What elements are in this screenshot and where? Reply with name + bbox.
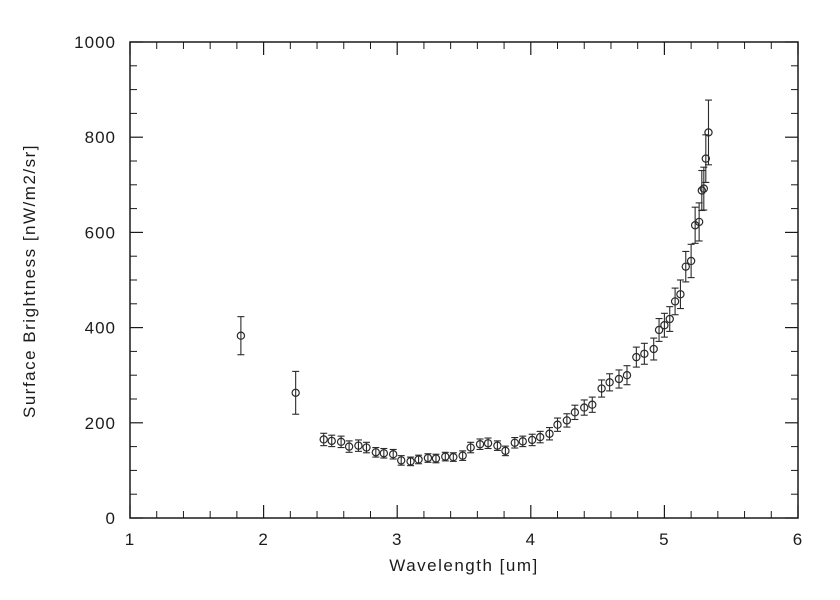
data-point xyxy=(660,321,669,330)
data-point xyxy=(654,325,664,335)
data-point xyxy=(701,154,711,163)
x-tick-label: 3 xyxy=(392,530,402,549)
data-point xyxy=(466,443,475,452)
y-tick-label: 0 xyxy=(106,509,116,528)
data-point xyxy=(423,453,433,463)
data-point xyxy=(704,128,713,137)
data-point xyxy=(562,416,572,425)
data-point xyxy=(388,450,398,459)
data-point xyxy=(336,437,346,447)
x-tick-label: 2 xyxy=(258,530,268,549)
y-tick-label: 1000 xyxy=(74,33,116,52)
data-point xyxy=(605,378,614,387)
y-tick-label: 600 xyxy=(85,223,116,242)
data-point xyxy=(686,256,696,266)
data-point xyxy=(614,374,624,384)
data-point xyxy=(697,186,707,195)
data-point xyxy=(291,388,300,398)
data-point xyxy=(441,452,450,461)
y-tick-label: 200 xyxy=(85,414,116,433)
data-point xyxy=(535,432,545,442)
data-point xyxy=(327,436,336,446)
x-tick-label: 1 xyxy=(125,530,135,549)
data-point xyxy=(483,439,493,448)
data-point xyxy=(414,455,423,464)
data-point xyxy=(362,443,371,452)
plot-frame xyxy=(129,41,799,519)
data-point xyxy=(449,452,458,462)
data-point xyxy=(510,438,519,447)
data-point xyxy=(588,400,597,409)
data-point xyxy=(354,441,363,450)
data-point xyxy=(397,456,406,465)
y-axis-title: Surface Brightness [nW/m2/sr] xyxy=(20,143,39,419)
data-point xyxy=(527,435,537,445)
data-point xyxy=(493,441,502,450)
data-point xyxy=(699,184,709,193)
data-point xyxy=(681,262,690,271)
data-point xyxy=(379,449,389,458)
x-tick-label: 4 xyxy=(526,530,536,549)
data-point xyxy=(570,408,580,417)
data-point xyxy=(475,440,485,449)
data-point xyxy=(344,442,354,451)
data-point xyxy=(665,314,674,324)
data-point xyxy=(371,448,381,457)
data-point xyxy=(518,437,527,446)
data-point xyxy=(694,217,704,227)
data-point xyxy=(501,446,510,456)
data-point xyxy=(458,451,467,460)
data-point xyxy=(580,403,589,412)
data-point xyxy=(545,429,554,438)
data-point xyxy=(431,454,441,463)
data-point xyxy=(319,435,328,444)
y-tick-label: 400 xyxy=(85,319,116,338)
data-point xyxy=(670,297,680,306)
data-point xyxy=(640,349,649,358)
data-point xyxy=(406,457,415,466)
data-point xyxy=(649,344,658,354)
x-tick-label: 6 xyxy=(793,530,803,549)
x-axis-title: Wavelength [um] xyxy=(389,556,539,575)
data-point xyxy=(676,290,685,299)
y-tick-label: 800 xyxy=(85,128,116,147)
data-point xyxy=(622,371,632,380)
data-point xyxy=(553,420,562,429)
data-point xyxy=(632,352,641,362)
data-point xyxy=(597,384,606,393)
data-point xyxy=(236,331,246,340)
x-tick-label: 5 xyxy=(659,530,669,549)
